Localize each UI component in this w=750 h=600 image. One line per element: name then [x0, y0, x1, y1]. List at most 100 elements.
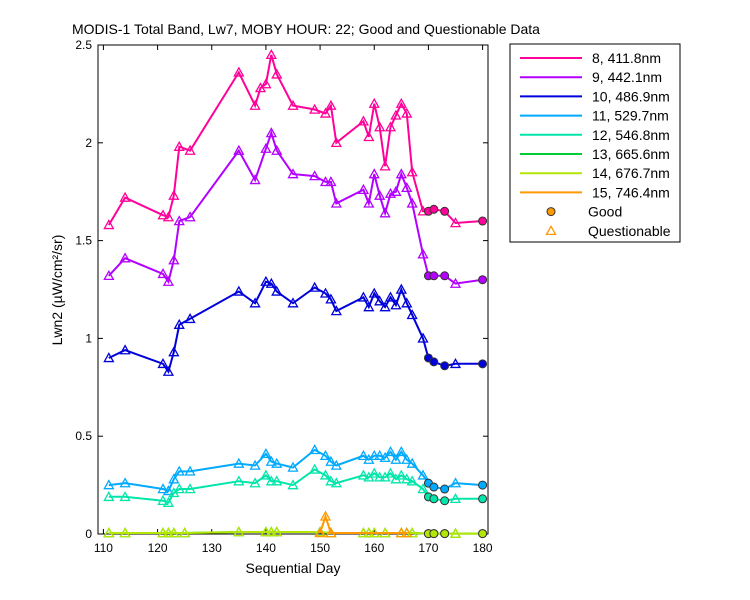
questionable-point [309, 444, 321, 455]
questionable-point [319, 510, 332, 521]
questionable-point [271, 457, 283, 468]
questionable-point [395, 527, 407, 538]
questionable-point [168, 527, 180, 538]
questionable-point [417, 483, 429, 494]
questionable-point [260, 275, 272, 286]
legend-label: 13, 665.6nm [592, 146, 670, 162]
questionable-point [265, 526, 277, 537]
questionable-point [374, 189, 386, 200]
questionable-point [233, 144, 245, 155]
questionable-point [325, 475, 337, 486]
y-axis-label: Lwn2 (µW/cm²/sr) [49, 235, 65, 346]
legend-label: 15, 746.4nm [592, 184, 670, 200]
questionable-point [449, 477, 462, 488]
questionable-point [406, 197, 418, 208]
questionable-point [103, 219, 115, 230]
legend: 8, 411.8nm 9, 442.1nm 10, 486.9nm 11, 529.7… [520, 50, 671, 239]
questionable-point [357, 449, 370, 461]
questionable-point [119, 344, 131, 355]
questionable-point [406, 309, 418, 320]
questionable-point [309, 281, 321, 292]
series-line [107, 54, 483, 226]
questionable-point [449, 357, 462, 369]
questionable-point [287, 297, 299, 308]
questionable-point [395, 469, 407, 480]
y-tick-label: 1 [85, 331, 92, 345]
questionable-point [309, 463, 321, 474]
questionable-point [260, 142, 272, 153]
questionable-point [157, 483, 169, 494]
questionable-point [249, 459, 261, 470]
questionable-point [162, 485, 175, 496]
legend-label: 9, 442.1nm [592, 69, 662, 85]
good-point [478, 216, 488, 226]
questionable-point [233, 66, 245, 77]
questionable-point [157, 494, 169, 505]
legend-label: 12, 546.8nm [592, 127, 670, 143]
questionable-point [449, 492, 462, 504]
questionable-point [249, 99, 261, 110]
legend-label: Good [588, 204, 622, 220]
good-point [440, 529, 450, 539]
questionable-point [368, 97, 380, 108]
questionable-point [157, 268, 169, 279]
y-tick-label: 2 [85, 136, 92, 150]
questionable-point [395, 168, 407, 179]
legend-questionable-marker [545, 224, 557, 236]
questionable-point [319, 176, 332, 187]
questionable-point [265, 48, 277, 60]
questionable-point [319, 469, 332, 480]
questionable-point [406, 457, 418, 468]
legend-label: 14, 676.7nm [592, 165, 670, 181]
questionable-point [417, 332, 429, 343]
questionable-point [233, 475, 245, 486]
questionable-point [384, 121, 397, 132]
good-point [478, 275, 488, 285]
questionable-point [368, 449, 380, 461]
questionable-point [325, 176, 337, 187]
questionable-point [119, 527, 131, 538]
questionable-point [103, 269, 115, 281]
questionable-point [449, 277, 462, 288]
questionable-point [449, 527, 462, 538]
questionable-point [162, 496, 175, 507]
questionable-point [184, 483, 196, 494]
questionable-point [265, 475, 277, 486]
questionable-point [184, 211, 196, 222]
questionable-point [330, 477, 342, 488]
questionable-point [449, 217, 462, 228]
questionable-point [390, 299, 402, 310]
questionable-point [401, 107, 413, 118]
questionable-point [395, 446, 407, 457]
questionable-point [374, 449, 386, 461]
good-point [440, 496, 450, 506]
questionable-point [374, 471, 386, 482]
x-tick-label: 140 [256, 541, 276, 555]
questionable-point [271, 475, 283, 486]
questionable-point [103, 490, 115, 502]
questionable-point [357, 469, 370, 480]
questionable-point [265, 277, 277, 288]
questionable-point [249, 297, 261, 308]
x-tick-label: 160 [364, 541, 384, 555]
questionable-point [119, 191, 131, 202]
questionable-point [119, 477, 131, 488]
questionable-point [330, 305, 342, 316]
questionable-point [374, 121, 386, 132]
questionable-point [173, 215, 185, 226]
questionable-point [406, 527, 418, 538]
good-point [478, 494, 488, 504]
questionable-point [179, 527, 191, 538]
questionable-point [271, 144, 283, 155]
good-point [478, 480, 488, 490]
questionable-point [309, 170, 321, 181]
questionable-point [271, 526, 283, 537]
questionable-point [401, 473, 413, 484]
questionable-point [184, 465, 196, 476]
questionable-point [384, 467, 397, 478]
questionable-point [184, 144, 196, 155]
questionable-point [390, 109, 402, 120]
y-tick-label: 2.5 [75, 38, 92, 52]
questionable-point [368, 168, 380, 179]
